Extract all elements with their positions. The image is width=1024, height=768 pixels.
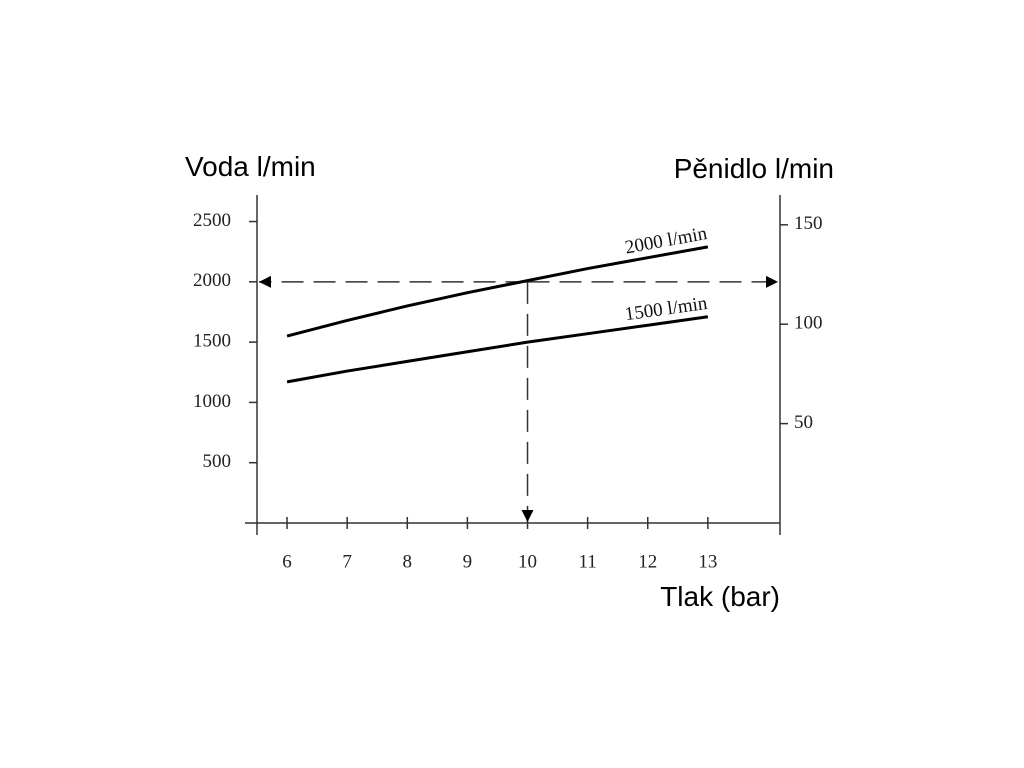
y2-tick-label: 100 [794, 313, 823, 334]
y-tick-label: 2000 [193, 270, 231, 291]
x-tick-label: 13 [698, 551, 717, 572]
y2-tick-label: 50 [794, 412, 813, 433]
y-tick-label: 2500 [193, 210, 231, 231]
x-tick-label: 11 [578, 551, 596, 572]
y2-axis-title: Pěnidlo l/min [674, 153, 834, 184]
y-tick-label: 1500 [193, 330, 231, 351]
x-tick-label: 6 [282, 551, 292, 572]
series-line [286, 245, 709, 338]
x-tick-label: 12 [638, 551, 657, 572]
y-tick-label: 1000 [193, 391, 231, 412]
x-tick-label: 8 [403, 551, 413, 572]
y-axis-title: Voda l/min [185, 151, 316, 182]
y-tick-label: 500 [203, 451, 232, 472]
x-axis-title: Tlak (bar) [660, 581, 780, 612]
y2-tick-label: 150 [794, 213, 823, 234]
x-tick-label: 7 [342, 551, 352, 572]
x-tick-label: 9 [463, 551, 473, 572]
x-tick-label: 10 [518, 551, 537, 572]
series-line [286, 315, 709, 384]
